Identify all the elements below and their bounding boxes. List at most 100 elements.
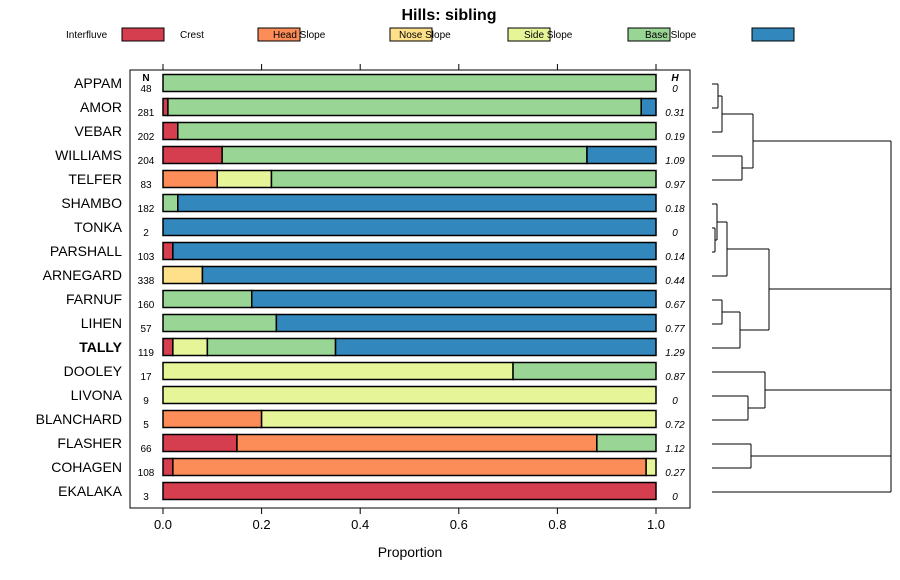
h-label-14: 0.72 — [665, 420, 685, 431]
h-label-15: 1.12 — [665, 444, 685, 455]
h-label-3: 1.09 — [665, 156, 685, 167]
legend-label-3: Nose Slope — [399, 30, 451, 41]
h-label-0: 0 — [672, 84, 678, 95]
bars-layer — [162, 73, 657, 501]
bar-segment-12-4 — [512, 361, 657, 381]
bar-segment-6-5 — [162, 217, 657, 237]
category-label-8: ARNEGARD — [43, 267, 122, 283]
chart-title: Hills: sibling — [401, 7, 496, 24]
category-label-3: WILLIAMS — [55, 147, 122, 163]
h-label-17: 0 — [672, 492, 678, 503]
bar-segment-16-1 — [172, 457, 647, 477]
h-labels: 0 0.31 0.19 1.09 0.97 0.18 0 0.14 0.44 0.67 0.77 1.… — [665, 84, 685, 503]
bar-segment-11-4 — [206, 337, 337, 357]
bar-segment-16-0 — [162, 457, 174, 477]
legend-swatch-4 — [627, 27, 671, 42]
legend-swatch-1 — [257, 27, 301, 42]
h-label-1: 0.31 — [665, 108, 684, 119]
dendrogram — [712, 83, 892, 493]
bar-segment-3-5 — [586, 145, 657, 165]
n-label-0: 48 — [140, 84, 152, 95]
bar-segment-5-5 — [177, 193, 657, 213]
legend-label-1: Crest — [180, 30, 204, 41]
h-label-5: 0.18 — [665, 204, 685, 215]
n-label-12: 17 — [140, 372, 152, 383]
category-label-15: FLASHER — [57, 435, 122, 451]
bar-segment-4-3 — [216, 169, 273, 189]
n-label-10: 57 — [140, 324, 152, 335]
n-label-2: 202 — [138, 132, 155, 143]
category-label-5: SHAMBO — [61, 195, 122, 211]
category-label-12: DOOLEY — [64, 363, 123, 379]
category-label-0: APPAM — [74, 75, 122, 91]
bar-segment-14-3 — [260, 409, 657, 429]
category-labels: APPAM AMOR VEBAR WILLIAMS TELFER SHAMBO TONKA P… — [36, 75, 123, 499]
bar-segment-3-4 — [221, 145, 588, 165]
bar-segment-7-5 — [172, 241, 657, 261]
bar-segment-13-3 — [162, 385, 657, 405]
n-label-3: 204 — [138, 156, 155, 167]
h-label-16: 0.27 — [665, 468, 685, 479]
bar-segment-15-4 — [596, 433, 657, 453]
category-label-11: TALLY — [79, 339, 122, 355]
bar-segment-5-4 — [162, 193, 179, 213]
h-label-10: 0.77 — [665, 324, 685, 335]
n-label-6: 2 — [143, 228, 149, 239]
h-header: H — [671, 73, 679, 84]
n-label-8: 338 — [138, 276, 155, 287]
bar-segment-14-1 — [162, 409, 263, 429]
legend-label-5: Base Slope — [645, 30, 697, 41]
category-label-7: PARSHALL — [50, 243, 122, 259]
plot-panel — [129, 69, 691, 509]
legend-swatch-2 — [389, 27, 433, 42]
x-tick-label-5: 1.0 — [647, 517, 665, 532]
legend-label-0: Interfluve — [66, 30, 108, 41]
bar-segment-3-0 — [162, 145, 223, 165]
bar-segment-2-0 — [162, 121, 179, 141]
bar-segment-9-4 — [162, 289, 253, 309]
bar-segment-16-3 — [645, 457, 657, 477]
bar-segment-17-0 — [162, 481, 657, 501]
h-label-11: 1.29 — [665, 348, 685, 359]
category-label-2: VEBAR — [75, 123, 122, 139]
category-label-10: LIHEN — [81, 315, 122, 331]
x-axis: 0.0 0.2 0.4 0.6 0.8 1.0 — [154, 64, 665, 532]
n-label-13: 9 — [143, 396, 149, 407]
bar-segment-0-4 — [162, 73, 657, 93]
h-label-6: 0 — [672, 228, 678, 239]
bar-segment-4-1 — [162, 169, 218, 189]
bar-segment-11-3 — [172, 337, 209, 357]
h-label-9: 0.67 — [665, 300, 685, 311]
category-label-9: FARNUF — [66, 291, 122, 307]
bar-segment-15-1 — [236, 433, 598, 453]
h-label-13: 0 — [672, 396, 678, 407]
n-label-14: 5 — [143, 420, 149, 431]
h-label-8: 0.44 — [665, 276, 685, 287]
bar-segment-2-4 — [177, 121, 657, 141]
category-label-16: COHAGEN — [51, 459, 122, 475]
legend-swatch-0 — [121, 27, 165, 42]
h-label-12: 0.87 — [665, 372, 685, 383]
x-axis-label: Proportion — [378, 544, 443, 560]
category-label-14: BLANCHARD — [36, 411, 122, 427]
n-label-11: 119 — [138, 348, 154, 359]
n-labels: 48 281 202 204 83 182 2 103 338 160 57 119 17 9 5 66 108… — [138, 84, 155, 503]
n-label-4: 83 — [140, 180, 152, 191]
bar-segment-11-0 — [162, 337, 174, 357]
h-label-7: 0.14 — [665, 252, 685, 263]
x-tick-label-3: 0.6 — [450, 517, 468, 532]
bar-segment-7-0 — [162, 241, 174, 261]
x-tick-label-0: 0.0 — [154, 517, 172, 532]
category-label-4: TELFER — [68, 171, 122, 187]
legend-swatch-3 — [507, 27, 551, 42]
x-tick-label-1: 0.2 — [253, 517, 271, 532]
n-label-9: 160 — [138, 300, 155, 311]
legend-swatch-5 — [751, 27, 795, 42]
bar-segment-1-4 — [167, 97, 642, 117]
bar-segment-15-0 — [162, 433, 238, 453]
n-label-5: 182 — [138, 204, 155, 215]
n-label-1: 281 — [138, 108, 155, 119]
n-label-7: 103 — [138, 252, 155, 263]
x-tick-label-2: 0.4 — [351, 517, 369, 532]
